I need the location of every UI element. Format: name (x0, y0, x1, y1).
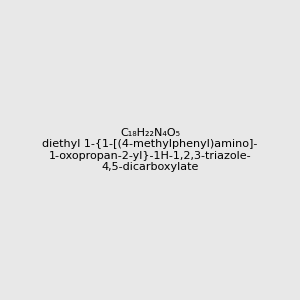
Text: C₁₈H₂₂N₄O₅
diethyl 1-{1-[(4-methylphenyl)amino]-
1-oxopropan-2-yl}-1H-1,2,3-tria: C₁₈H₂₂N₄O₅ diethyl 1-{1-[(4-methylphenyl… (42, 128, 258, 172)
